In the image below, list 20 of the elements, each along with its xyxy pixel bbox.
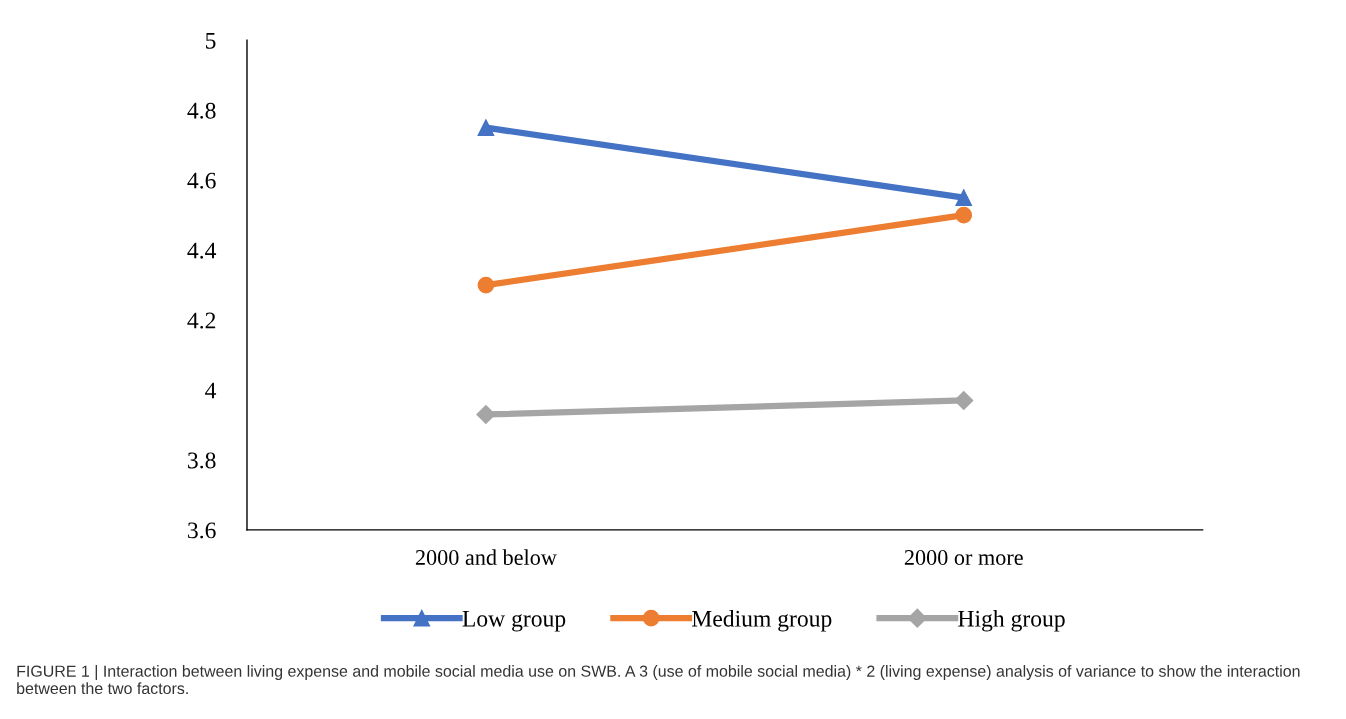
- legend-label: Low group: [462, 610, 566, 632]
- y-tick-label: 3.8: [188, 452, 216, 469]
- x-tick-label: 2000 or more: [904, 549, 1023, 565]
- point: [477, 276, 495, 294]
- y-tick-label: 5: [206, 32, 216, 49]
- y-tick-label: 3.6: [188, 522, 216, 539]
- x-tick-label: 2000 and below: [415, 549, 557, 565]
- point: [954, 390, 974, 411]
- y-tick-label: 4.2: [187, 312, 216, 329]
- y-tick-label: 4.4: [187, 242, 217, 259]
- y-tick-label: 4.8: [187, 102, 216, 119]
- y-tick-label: 4: [205, 382, 217, 399]
- point: [477, 119, 495, 137]
- caption: FIGURE 1 | Interaction between living expense and mobile social media use on SWB. A 3 (use of mobile social media) * 2 (living expense) analysis of variance to show the interaction between the two factors.: [17, 665, 1300, 695]
- y-tick-label: 4.6: [187, 172, 216, 189]
- legend-label: Medium group: [691, 610, 832, 632]
- point: [955, 189, 973, 206]
- point: [476, 404, 496, 425]
- point: [955, 206, 973, 224]
- legend-label: High group: [958, 610, 1065, 632]
